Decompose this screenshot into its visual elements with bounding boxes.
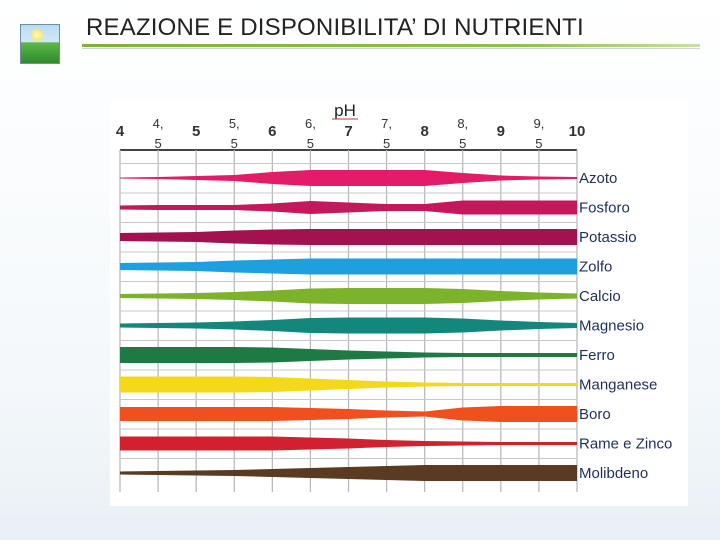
meadow-logo-icon <box>20 24 60 64</box>
nutrient-availability-chart: pH 4 4, 5 5 5, 5 6 6, 5 7 7, 5 8 8, 5 9 9, 5 10 Azoto Fosfo… <box>116 101 672 492</box>
ph-tick-label: 6 <box>268 123 276 140</box>
page-title: REAZIONE E DISPONIBILITA’ DI NUTRIENTI <box>86 14 584 41</box>
title-underline <box>82 44 700 47</box>
ph-tick-label: 7 <box>344 123 352 140</box>
ph-tick-label: 9 <box>497 123 505 140</box>
nutrient-label: Azoto <box>579 170 617 187</box>
band-azoto <box>120 170 577 186</box>
nutrient-label: Magnesio <box>579 318 644 335</box>
ph-tick-label: 5 <box>192 123 200 140</box>
band-zolfo <box>120 258 577 275</box>
nutrient-label: Molibdeno <box>579 465 648 482</box>
nutrient-label: Zolfo <box>579 259 612 276</box>
ph-tick-labels: 4 4, 5 5 5, 5 6 6, 5 7 7, 5 8 8, 5 9 9, 5 10 <box>116 116 586 151</box>
band-calcio <box>120 288 577 304</box>
ph-tick-label: 4, 5 <box>153 116 164 151</box>
band-fosforo <box>120 200 577 215</box>
title-underline-shadow <box>82 48 700 49</box>
nutrient-label: Ferro <box>579 347 615 364</box>
ph-tick-label: 8, 5 <box>457 116 468 151</box>
band-manganese <box>120 376 577 393</box>
band-molibdeno <box>120 465 577 481</box>
nutrient-labels: Azoto Fosforo Potassio Zolfo Calcio Magnesio F… <box>579 170 672 482</box>
nutrient-label: Calcio <box>579 288 621 305</box>
ph-tick-label: 4 <box>116 123 125 140</box>
nutrient-label: Rame e Zinco <box>579 436 672 453</box>
band-boro <box>120 406 577 422</box>
ph-tick-label: 6, 5 <box>305 116 316 151</box>
band-magnesio <box>120 317 577 334</box>
ph-tick-label: 5, 5 <box>229 116 240 151</box>
nutrient-availability-chart-panel: pH 4 4, 5 5 5, 5 6 6, 5 7 7, 5 8 8, 5 9 9, 5 10 Azoto Fosfo… <box>110 100 688 506</box>
ph-tick-label: 8 <box>420 123 428 140</box>
axis-title-ph: pH <box>334 101 356 120</box>
band-potassio <box>120 229 577 245</box>
nutrient-label: Boro <box>579 406 611 423</box>
ph-tick-label: 9, 5 <box>533 116 544 151</box>
nutrient-bands <box>120 170 577 481</box>
sun-icon <box>31 29 43 41</box>
nutrient-label: Fosforo <box>579 200 630 217</box>
band-rame-e-zinco <box>120 436 577 451</box>
nutrient-label: Manganese <box>579 377 657 394</box>
nutrient-label: Potassio <box>579 229 637 246</box>
ph-tick-label: 7, 5 <box>381 116 392 151</box>
ph-tick-label: 10 <box>569 123 586 140</box>
band-ferro <box>120 347 577 363</box>
